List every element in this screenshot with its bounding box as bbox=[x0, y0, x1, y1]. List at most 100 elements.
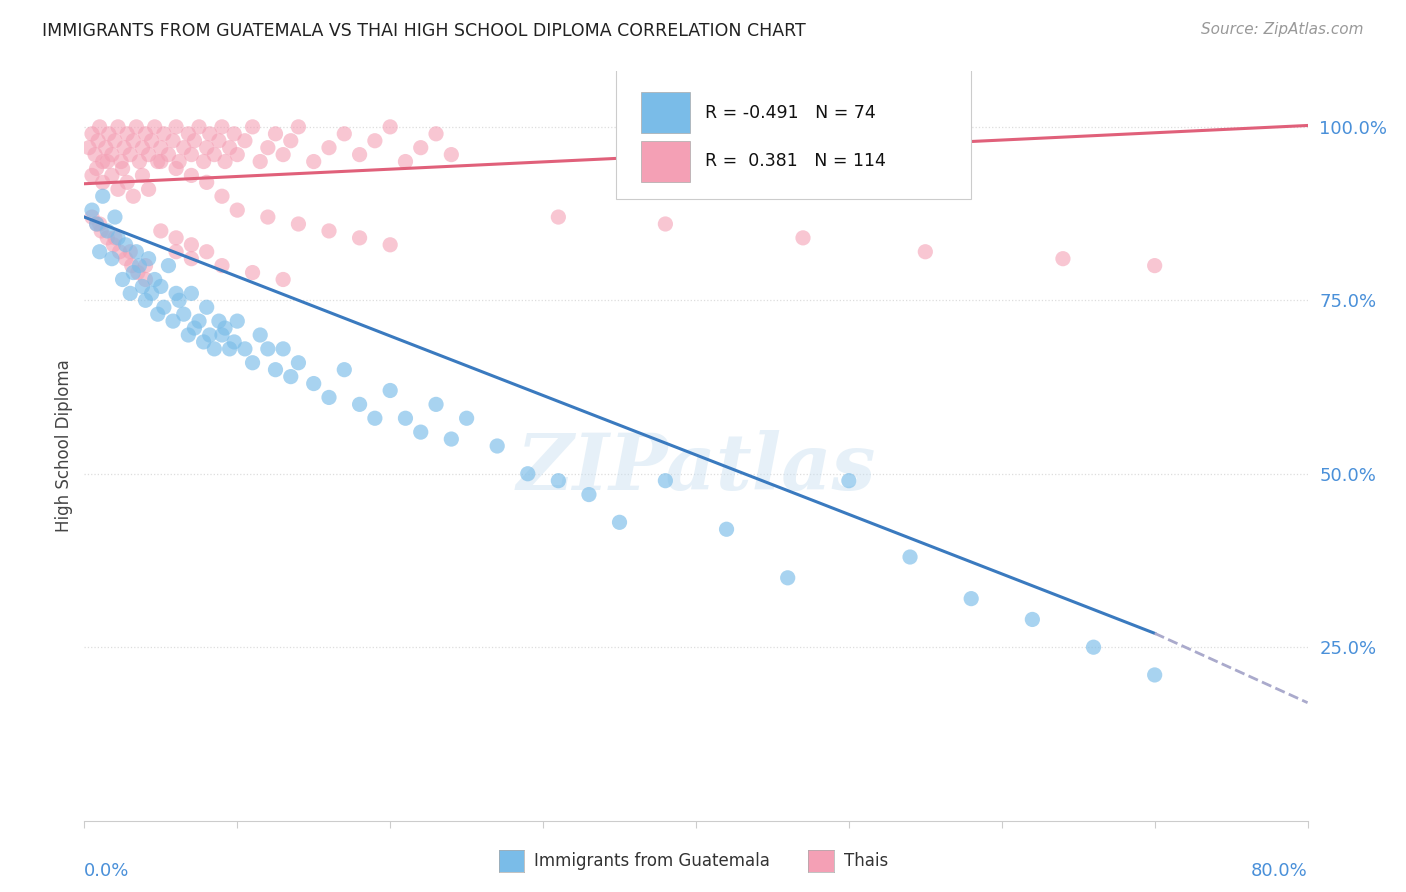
Point bbox=[125, 120, 148, 134]
Point bbox=[141, 134, 163, 148]
Point bbox=[349, 397, 371, 411]
Point bbox=[104, 231, 127, 245]
Point bbox=[318, 224, 340, 238]
Point bbox=[257, 210, 280, 224]
Point bbox=[287, 120, 309, 134]
Point bbox=[226, 314, 249, 328]
Point bbox=[380, 237, 402, 252]
Point bbox=[364, 411, 387, 425]
Point bbox=[180, 286, 202, 301]
Point bbox=[121, 259, 143, 273]
Point bbox=[173, 307, 195, 321]
Point bbox=[280, 369, 302, 384]
Point bbox=[249, 328, 271, 343]
Point bbox=[149, 141, 172, 155]
Point bbox=[180, 147, 202, 161]
Point bbox=[112, 141, 135, 155]
Point bbox=[257, 141, 280, 155]
Point bbox=[302, 154, 325, 169]
Point bbox=[101, 147, 124, 161]
Point bbox=[110, 154, 132, 169]
Point bbox=[440, 147, 463, 161]
Point bbox=[131, 141, 153, 155]
Point bbox=[96, 154, 118, 169]
Point bbox=[211, 189, 233, 203]
Point bbox=[157, 259, 180, 273]
Point bbox=[107, 182, 129, 196]
Point bbox=[776, 571, 799, 585]
Point bbox=[257, 342, 280, 356]
Point bbox=[898, 549, 921, 564]
Point bbox=[107, 231, 129, 245]
Point bbox=[218, 141, 240, 155]
Point bbox=[456, 411, 478, 425]
Point bbox=[914, 244, 936, 259]
Point bbox=[80, 210, 103, 224]
Y-axis label: High School Diploma: High School Diploma bbox=[55, 359, 73, 533]
Point bbox=[80, 203, 103, 218]
Point bbox=[609, 516, 631, 530]
Point bbox=[86, 161, 108, 176]
Point bbox=[578, 487, 600, 501]
Point bbox=[143, 272, 166, 286]
Point bbox=[127, 266, 149, 280]
Point bbox=[486, 439, 509, 453]
Point bbox=[153, 300, 176, 314]
Point bbox=[280, 134, 302, 148]
Point bbox=[120, 286, 142, 301]
Point bbox=[165, 231, 187, 245]
Point bbox=[233, 134, 256, 148]
Point bbox=[792, 231, 814, 245]
Point bbox=[394, 154, 416, 169]
Point bbox=[547, 474, 569, 488]
Point bbox=[364, 134, 387, 148]
Point bbox=[167, 293, 190, 308]
Point bbox=[349, 231, 371, 245]
Point bbox=[333, 362, 356, 376]
Text: 0.0%: 0.0% bbox=[84, 862, 129, 880]
Point bbox=[162, 314, 184, 328]
Point bbox=[101, 169, 124, 183]
Point bbox=[80, 127, 103, 141]
Point bbox=[516, 467, 538, 481]
Point bbox=[195, 175, 218, 189]
Point bbox=[122, 266, 145, 280]
Point bbox=[349, 147, 371, 161]
Point bbox=[149, 224, 172, 238]
Point bbox=[242, 266, 264, 280]
Point bbox=[131, 169, 153, 183]
Point bbox=[380, 120, 402, 134]
Point bbox=[1083, 640, 1105, 655]
Point bbox=[167, 154, 190, 169]
Point bbox=[120, 147, 142, 161]
Point bbox=[86, 217, 108, 231]
Point bbox=[165, 286, 187, 301]
Point bbox=[214, 154, 236, 169]
Point bbox=[157, 147, 180, 161]
Point bbox=[654, 474, 676, 488]
Text: 80.0%: 80.0% bbox=[1251, 862, 1308, 880]
Point bbox=[202, 342, 225, 356]
Text: R =  0.381   N = 114: R = 0.381 N = 114 bbox=[704, 153, 886, 170]
Point bbox=[188, 314, 211, 328]
Point bbox=[128, 259, 150, 273]
Point bbox=[87, 134, 110, 148]
Point bbox=[97, 127, 120, 141]
Point bbox=[440, 432, 463, 446]
Point bbox=[214, 321, 236, 335]
Point bbox=[193, 334, 215, 349]
Point bbox=[302, 376, 325, 391]
Point bbox=[198, 127, 221, 141]
Point bbox=[108, 244, 131, 259]
Point bbox=[89, 120, 111, 134]
Point bbox=[180, 252, 202, 266]
Point bbox=[224, 127, 246, 141]
Point bbox=[91, 154, 114, 169]
Point bbox=[318, 391, 340, 405]
Point bbox=[162, 134, 184, 148]
Point bbox=[138, 147, 160, 161]
Point bbox=[135, 259, 157, 273]
Point bbox=[242, 356, 264, 370]
Point bbox=[1143, 259, 1166, 273]
Point bbox=[143, 120, 166, 134]
